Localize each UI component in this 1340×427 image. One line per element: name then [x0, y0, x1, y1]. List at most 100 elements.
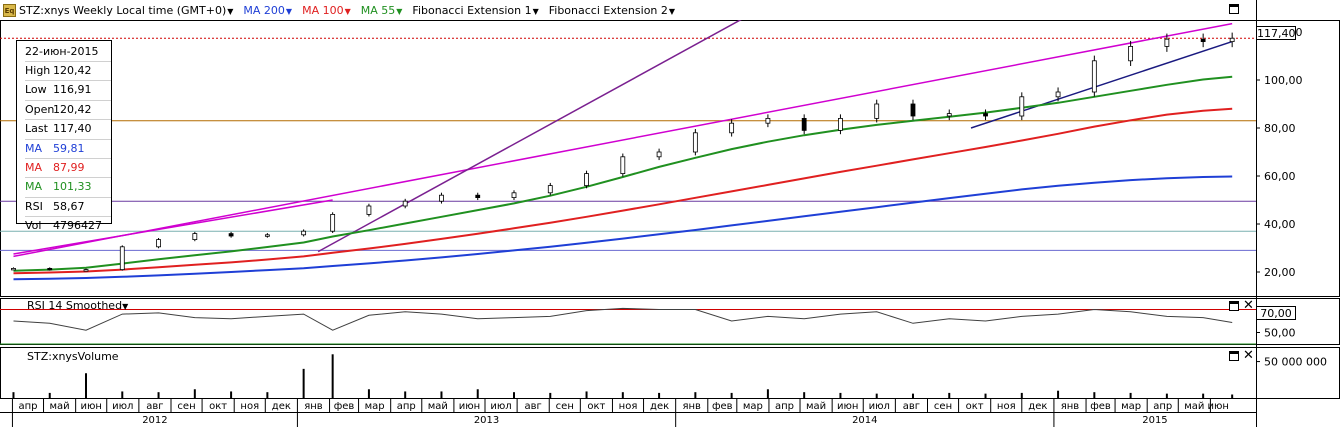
month-tick-label: май: [1184, 401, 1204, 412]
month-tick-label: окт: [966, 401, 984, 412]
indicator-label: MA 55: [360, 3, 396, 17]
row-label: RSI: [25, 199, 43, 213]
month-tick-label: апр: [18, 401, 37, 412]
month-tick-label: дек: [272, 401, 291, 412]
rsi-pane-close-icon[interactable]: ✕: [1243, 298, 1254, 313]
row-label: MA: [25, 160, 43, 174]
month-tick-label: янв: [683, 401, 702, 412]
price-bar-body: [264, 234, 270, 237]
month-tick-label: июн: [837, 401, 858, 412]
row-value: 116,91: [53, 83, 92, 97]
row-label: MA: [25, 141, 43, 155]
year-tick-label: 2012: [142, 415, 167, 426]
price-bar-body: [692, 132, 698, 153]
price-bar-body: [801, 118, 807, 131]
rsi-pane-maximize-button[interactable]: [1229, 301, 1239, 311]
indicator-ma55[interactable]: MA 55▼: [361, 4, 403, 17]
rsi-title-text: RSI 14 Smoothed: [27, 299, 123, 312]
month-tick-label: фев: [334, 401, 355, 412]
symbol-title: STZ:xnys Weekly Local time (GMT+0): [19, 3, 227, 17]
price-bar-body: [47, 267, 53, 271]
trendline: [970, 40, 1233, 129]
month-tick-label: мар: [1121, 401, 1141, 412]
indicator-fib-ext-1[interactable]: Fibonacci Extension 1▼: [412, 4, 538, 17]
price-bar-body: [838, 118, 843, 131]
row-label: Last: [25, 122, 48, 136]
price-bar-body: [228, 233, 234, 237]
indicator-ma100[interactable]: MA 100▼: [302, 4, 351, 17]
month-tick-label: июл: [490, 401, 511, 412]
price-bar-body: [366, 205, 372, 215]
month-tick-label: июн: [1207, 401, 1228, 412]
rsi-pane-title[interactable]: RSI 14 Smoothed▼: [27, 299, 128, 312]
data-window-row: MA 87,99: [25, 157, 111, 177]
price-bar-body: [301, 230, 307, 236]
volume-pane-maximize-button[interactable]: [1229, 351, 1239, 361]
month-tick-label: июн: [459, 401, 480, 412]
rsi-tick-label: 50,00: [1264, 327, 1296, 340]
dropdown-arrow-icon: ▼: [668, 6, 676, 16]
year-tick-label: 2013: [474, 415, 499, 426]
indicator-label: Fibonacci Extension 2: [548, 3, 668, 17]
month-tick-label: авг: [146, 401, 163, 412]
price-pane-maximize-button[interactable]: [1229, 4, 1239, 14]
rsi-line: [13, 307, 1233, 331]
dropdown-arrow-icon: ▼: [396, 6, 403, 16]
row-label: MA: [25, 180, 43, 194]
data-window-row: MA 59,81: [25, 138, 111, 158]
price-bar-body: [547, 185, 553, 194]
symbol-selector[interactable]: STZ:xnys Weekly Local time (GMT+0)▼: [19, 4, 233, 17]
price-bar-body: [1091, 60, 1097, 93]
year-tick-label: 2014: [852, 415, 877, 426]
rsi-level-label: 70,00: [1256, 306, 1296, 320]
price-bar-body: [156, 239, 161, 248]
price-bar-body: [330, 213, 336, 232]
price-bar-body: [1200, 38, 1206, 43]
equity-icon[interactable]: Eq: [3, 3, 16, 17]
price-bar-body: [874, 103, 880, 119]
y-tick-label: 40,00: [1264, 218, 1296, 231]
month-tick-label: дек: [650, 401, 669, 412]
month-tick-label: мар: [365, 401, 385, 412]
month-tick-label: авг: [903, 401, 920, 412]
price-bar-body: [1019, 96, 1025, 117]
data-window-row: Low 116,91: [25, 80, 111, 99]
month-tick-label: сен: [934, 401, 952, 412]
row-value: 101,33: [53, 180, 92, 194]
volume-pane-frame: [0, 347, 1340, 399]
y-tick-label: 80,00: [1264, 122, 1296, 135]
month-tick-label: дек: [1028, 401, 1047, 412]
indicator-fib-ext-2[interactable]: Fibonacci Extension 2▼: [549, 4, 675, 17]
price-bar-body: [656, 151, 662, 158]
price-bar-body: [946, 113, 952, 117]
trendline: [317, 20, 742, 253]
chart-toolbar: Eq STZ:xnys Weekly Local time (GMT+0)▼ M…: [0, 0, 1256, 20]
month-tick-label: сен: [556, 401, 574, 412]
y-tick-label: 20,00: [1264, 266, 1296, 279]
row-value: 120,42: [53, 102, 92, 116]
row-value: 120,42: [53, 64, 92, 77]
price-bar-body: [620, 156, 626, 175]
data-window-date: 22-июн-2015: [25, 45, 99, 58]
month-tick-label: май: [50, 401, 70, 412]
dropdown-arrow-icon: ▼: [532, 6, 539, 16]
indicator-ma200[interactable]: MA 200▼: [243, 4, 292, 17]
price-bar-body: [439, 194, 444, 202]
indicator-label: MA 200: [243, 3, 285, 17]
month-tick-label: фев: [712, 401, 733, 412]
data-window: 22-июн-2015 High 120,42 Low 116,91 Open 120…: [16, 40, 112, 232]
row-value: 59,81: [53, 141, 85, 155]
volume-pane-close-icon[interactable]: ✕: [1243, 348, 1254, 363]
price-bar-body: [119, 246, 125, 271]
price-bar-body: [584, 173, 589, 187]
month-tick-label: янв: [304, 401, 323, 412]
indicator-label: Fibonacci Extension 1: [412, 3, 532, 17]
data-window-row: RSI 58,67: [25, 196, 111, 216]
y-tick-label: 60,00: [1264, 170, 1296, 183]
month-tick-label: апр: [1153, 401, 1172, 412]
data-window-row: MA 101,33: [25, 177, 111, 196]
month-tick-label: фев: [1090, 401, 1111, 412]
row-label: Open: [25, 102, 55, 116]
month-tick-label: авг: [525, 401, 542, 412]
